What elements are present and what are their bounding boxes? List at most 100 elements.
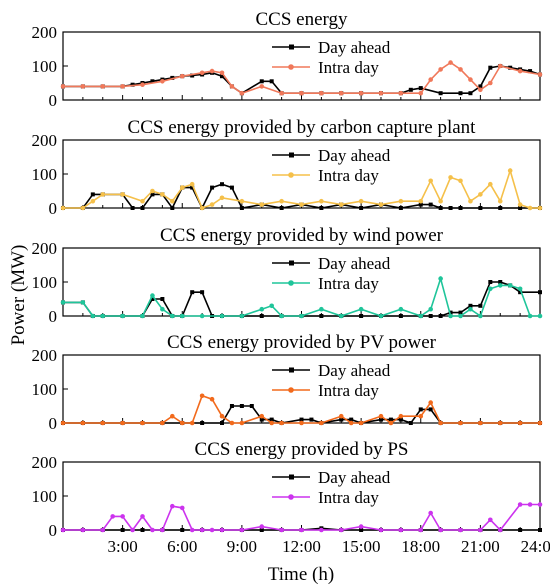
y-tick-label: 0 [49, 199, 58, 218]
data-point [348, 420, 354, 426]
data-point [408, 87, 413, 92]
data-point [438, 420, 443, 426]
data-point [338, 202, 344, 207]
panel-title: CCS energy provided by PS [195, 439, 409, 460]
legend-label: Day ahead [318, 468, 391, 487]
data-point [130, 82, 135, 87]
data-point [338, 313, 344, 319]
data-point [378, 527, 384, 533]
data-point [497, 420, 503, 426]
data-point [200, 290, 205, 295]
legend-marker [289, 152, 294, 158]
y-tick-label: 100 [32, 487, 58, 506]
data-point [388, 417, 393, 422]
legend-item: Intra day [272, 58, 379, 77]
data-point [538, 290, 542, 295]
data-point [209, 68, 215, 74]
data-point [259, 84, 265, 89]
data-point [199, 205, 205, 211]
y-tick-label: 100 [32, 165, 58, 184]
data-point [428, 400, 433, 405]
data-point [339, 417, 344, 422]
data-point [239, 420, 245, 426]
data-point [488, 65, 493, 70]
legend-marker [289, 474, 294, 480]
data-point [279, 90, 284, 96]
legend-marker [288, 172, 294, 178]
data-point [398, 306, 404, 312]
data-point [398, 527, 404, 533]
data-point [120, 420, 125, 426]
data-point [190, 290, 195, 295]
y-tick-label: 200 [32, 23, 58, 42]
data-point [527, 205, 533, 211]
data-point [259, 306, 265, 312]
data-point [279, 206, 284, 210]
data-point [160, 79, 165, 84]
data-point [150, 192, 155, 197]
data-point [338, 527, 344, 533]
data-point [488, 280, 493, 284]
data-point [418, 86, 423, 91]
x-tick-label: 9:00 [227, 537, 257, 556]
data-point [428, 510, 433, 516]
data-point [199, 70, 205, 76]
legend-marker [289, 260, 294, 266]
panel-1: CCS energy provided by carbon capture pl… [32, 117, 543, 218]
data-point [537, 502, 543, 507]
data-point [140, 206, 145, 210]
data-point [179, 313, 185, 319]
data-point [179, 185, 185, 190]
data-point [488, 286, 493, 292]
plot-frame [62, 461, 541, 531]
data-point [458, 527, 463, 533]
y-tick-label: 200 [32, 453, 58, 472]
data-point [220, 182, 224, 187]
data-point [229, 404, 234, 408]
data-point [448, 313, 453, 319]
data-point [190, 73, 195, 78]
legend-item: Intra day [272, 166, 379, 185]
data-point [319, 420, 324, 426]
data-point [458, 206, 463, 210]
panel-4: CCS energy provided by PS 0 100 200 3:00 6:00… [32, 439, 550, 556]
panel-2: CCS energy provided by wind power 0 100 200… [32, 225, 543, 326]
data-point [398, 206, 403, 210]
data-point [130, 206, 135, 210]
data-point [279, 527, 284, 533]
data-point [120, 313, 125, 319]
data-point [140, 198, 145, 204]
data-point [279, 420, 284, 426]
data-point [90, 198, 96, 204]
series-1 [60, 167, 543, 211]
data-point [388, 420, 394, 426]
legend-marker [288, 387, 294, 393]
data-point [80, 420, 86, 426]
data-point [358, 420, 364, 426]
data-point [497, 283, 503, 288]
data-point [259, 413, 265, 419]
data-point [517, 420, 523, 426]
data-point [338, 413, 344, 419]
data-point [170, 75, 175, 80]
data-point [438, 67, 443, 72]
data-point [478, 527, 483, 533]
data-point [358, 90, 364, 96]
data-point [478, 84, 483, 89]
data-point [120, 84, 125, 89]
data-point [150, 527, 155, 533]
data-point [259, 314, 264, 318]
data-point [468, 306, 473, 312]
data-point [359, 528, 364, 532]
y-tick-label: 0 [49, 414, 58, 433]
data-point [239, 527, 245, 533]
panel-title: CCS energy provided by PV power [167, 332, 437, 353]
data-point [229, 185, 234, 190]
data-point [140, 313, 145, 319]
data-point [418, 198, 424, 204]
data-point [438, 206, 443, 210]
data-point [498, 206, 503, 210]
data-point [458, 91, 463, 96]
data-point [359, 314, 364, 318]
